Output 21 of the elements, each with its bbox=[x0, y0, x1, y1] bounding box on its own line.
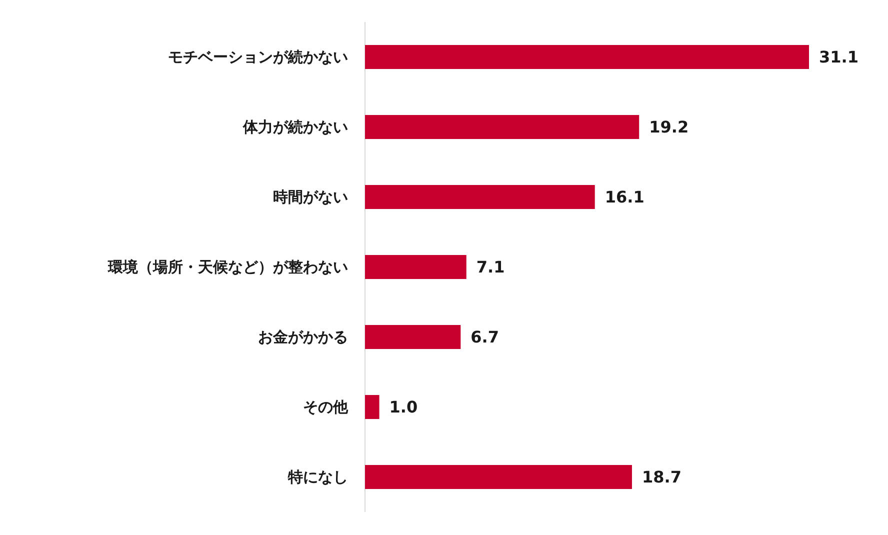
y-tick-label: 特になし bbox=[287, 468, 348, 486]
bar bbox=[365, 185, 595, 209]
bar bbox=[365, 45, 809, 69]
y-tick-label: 時間がない bbox=[273, 188, 348, 206]
data-label: 7.1 bbox=[476, 258, 505, 276]
y-tick-label: お金がかかる bbox=[258, 328, 348, 346]
y-tick-label: 環境（場所・天候など）が整わない bbox=[107, 258, 348, 276]
data-label: 18.7 bbox=[642, 468, 682, 486]
data-label: 19.2 bbox=[649, 118, 689, 136]
data-label: 31.1 bbox=[819, 48, 858, 66]
bar bbox=[365, 465, 632, 489]
y-tick-label: その他 bbox=[303, 398, 349, 416]
bar bbox=[365, 115, 640, 139]
data-label: 1.0 bbox=[389, 398, 418, 416]
bar bbox=[365, 255, 466, 279]
data-label: 16.1 bbox=[604, 188, 644, 206]
bar bbox=[365, 395, 380, 419]
y-tick-label: モチベーションが続かない bbox=[168, 48, 348, 66]
y-tick-label: 体力が続かない bbox=[242, 118, 348, 136]
bar bbox=[365, 325, 461, 349]
data-label: 6.7 bbox=[470, 328, 499, 346]
